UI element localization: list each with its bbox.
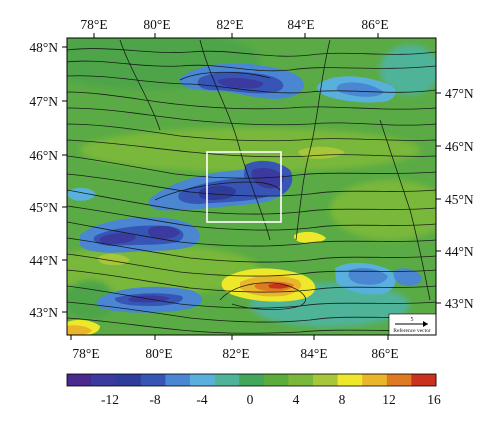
colorbar-swatch: [288, 374, 314, 386]
lat-label: 48°N: [29, 40, 58, 55]
lat-labels-left: 48°N 47°N 46°N 45°N 44°N 43°N: [29, 40, 58, 320]
colorbar-swatch: [411, 374, 437, 386]
colorbar-swatch: [91, 374, 117, 386]
colorbar: -12 -8 -4 0 4 8 12 16: [66, 373, 441, 407]
colorbar-swatch: [214, 374, 240, 386]
lon-label: 80°E: [143, 17, 170, 32]
colorbar-tick: -4: [196, 392, 207, 407]
streamlines: [67, 39, 436, 334]
colorbar-tick: 4: [293, 392, 300, 407]
lon-label: 84°E: [300, 346, 327, 361]
colorbar-swatch: [116, 374, 142, 386]
lon-label: 86°E: [361, 17, 388, 32]
lon-label: 82°E: [222, 346, 249, 361]
colorbar-tick: 8: [339, 392, 346, 407]
lat-label: 43°N: [445, 296, 474, 311]
lon-label: 80°E: [145, 346, 172, 361]
colorbar-swatch: [190, 374, 215, 386]
tick-marks: [62, 33, 441, 340]
lat-labels-right: 47°N 46°N 45°N 44°N 43°N: [445, 86, 474, 311]
colorbar-frame: [66, 373, 437, 387]
colorbar-swatch: [140, 374, 166, 386]
colorbar-swatch: [362, 374, 388, 386]
colorbar-swatch: [239, 374, 265, 386]
lat-label: 44°N: [29, 253, 58, 268]
lat-label: 47°N: [445, 86, 474, 101]
lon-label: 78°E: [72, 346, 99, 361]
colorbar-swatches: [67, 374, 437, 386]
colorbar-tick: 16: [427, 392, 441, 407]
colorbar-swatch: [337, 374, 363, 386]
lat-label: 44°N: [445, 244, 474, 259]
lon-labels-bottom: 78°E 80°E 82°E 84°E 86°E: [72, 346, 398, 361]
reference-vector-label: Reference vector: [393, 327, 431, 334]
lon-label: 86°E: [371, 346, 398, 361]
colorbar-swatch: [313, 374, 338, 386]
lat-label: 45°N: [445, 192, 474, 207]
colorbar-tick-labels: -12 -8 -4 0 4 8 12 16: [101, 392, 441, 407]
negative-regions: [67, 63, 422, 313]
reference-vector-value: 5: [411, 317, 414, 323]
lon-label: 78°E: [80, 17, 107, 32]
colorbar-tick: -12: [101, 392, 119, 407]
lat-label: 47°N: [29, 94, 58, 109]
colorbar-tick: 12: [382, 392, 396, 407]
colorbar-swatch: [165, 374, 191, 386]
reference-vector-legend: 5 Reference vector: [388, 313, 436, 335]
lat-label: 43°N: [29, 305, 58, 320]
lat-label: 46°N: [445, 139, 474, 154]
map-panel: 5 Reference vector: [67, 38, 436, 335]
colorbar-tick: 0: [247, 392, 254, 407]
lon-labels-top: 78°E 80°E 82°E 84°E 86°E: [80, 17, 388, 32]
colorbar-swatch: [67, 374, 92, 386]
colorbar-swatch: [263, 374, 289, 386]
lon-label: 82°E: [216, 17, 243, 32]
colorbar-swatch: [386, 374, 412, 386]
map-frame: [66, 37, 437, 336]
colorbar-tick: -8: [149, 392, 160, 407]
lon-label: 84°E: [287, 17, 314, 32]
study-area-box: [206, 151, 282, 223]
lat-label: 46°N: [29, 148, 58, 163]
lat-label: 45°N: [29, 200, 58, 215]
